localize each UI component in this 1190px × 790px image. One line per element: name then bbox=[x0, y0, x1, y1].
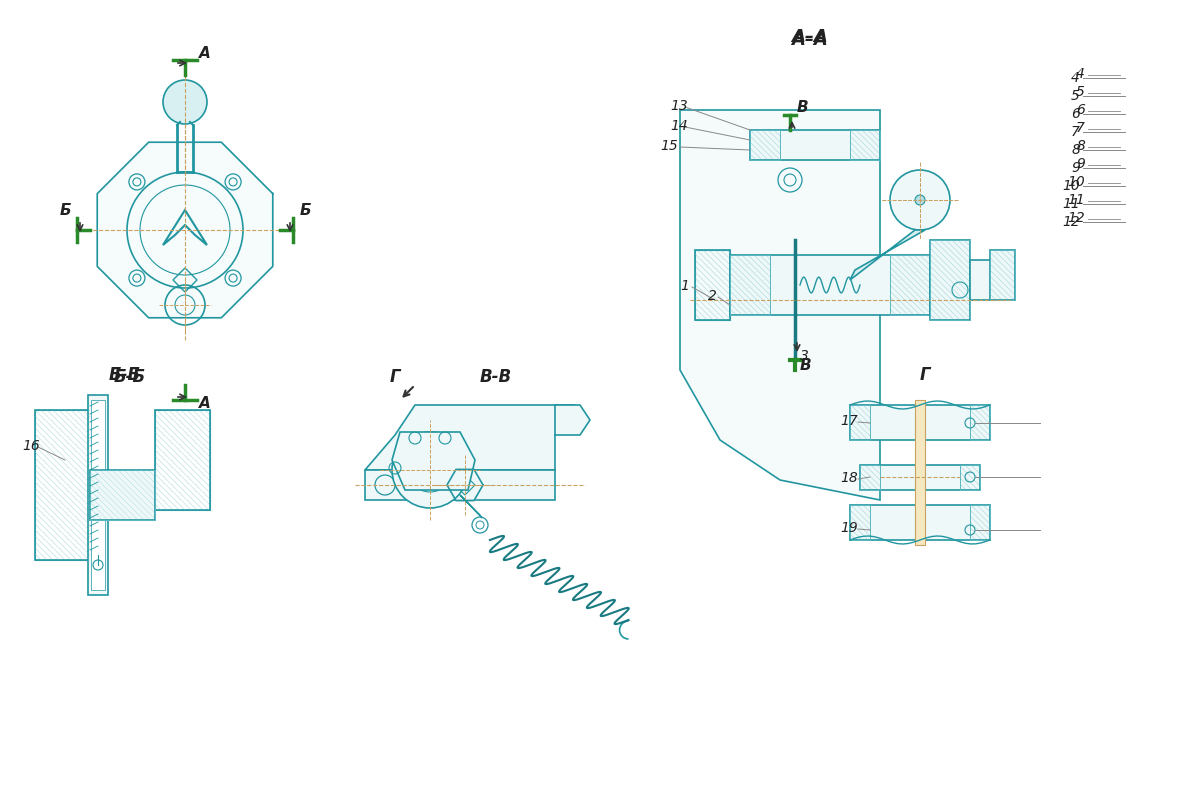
Bar bbox=[90, 470, 155, 520]
Text: Б-Б: Б-Б bbox=[114, 368, 146, 386]
Text: 14: 14 bbox=[670, 119, 688, 133]
Bar bbox=[990, 250, 1015, 300]
Bar bbox=[850, 405, 990, 440]
Bar bbox=[860, 465, 879, 490]
Bar bbox=[860, 465, 981, 490]
Bar bbox=[90, 400, 105, 590]
Polygon shape bbox=[461, 495, 482, 518]
Text: 6: 6 bbox=[1076, 103, 1085, 117]
Polygon shape bbox=[850, 230, 925, 280]
Text: 15: 15 bbox=[660, 139, 678, 153]
Text: 11: 11 bbox=[1063, 197, 1081, 211]
Text: 7: 7 bbox=[1071, 125, 1081, 139]
Text: 9: 9 bbox=[1076, 157, 1085, 171]
Polygon shape bbox=[555, 405, 590, 435]
Bar bbox=[695, 250, 729, 320]
Polygon shape bbox=[447, 469, 483, 501]
Bar bbox=[915, 400, 925, 545]
Bar bbox=[960, 465, 981, 490]
Text: Б-Б: Б-Б bbox=[109, 366, 142, 384]
Bar bbox=[750, 130, 779, 160]
Bar bbox=[695, 250, 729, 320]
Bar bbox=[88, 395, 108, 595]
Text: 6: 6 bbox=[1071, 107, 1081, 121]
Bar bbox=[931, 240, 970, 320]
Bar bbox=[35, 410, 90, 560]
Bar bbox=[970, 505, 990, 540]
Bar bbox=[90, 470, 155, 520]
Polygon shape bbox=[365, 470, 555, 500]
Bar bbox=[850, 505, 870, 540]
Text: А–А: А–А bbox=[791, 31, 828, 49]
Bar bbox=[155, 410, 209, 510]
Circle shape bbox=[392, 432, 468, 508]
Bar bbox=[990, 250, 1015, 300]
Polygon shape bbox=[679, 110, 879, 500]
Bar bbox=[850, 405, 870, 440]
Bar bbox=[35, 410, 90, 560]
Bar bbox=[970, 260, 1000, 300]
Polygon shape bbox=[392, 432, 475, 490]
Text: 1: 1 bbox=[679, 279, 689, 293]
Text: 5: 5 bbox=[1076, 85, 1085, 99]
Text: 10: 10 bbox=[1067, 175, 1085, 189]
Text: Б: Б bbox=[60, 203, 71, 218]
Text: 11: 11 bbox=[1067, 193, 1085, 207]
Bar bbox=[931, 240, 970, 320]
Text: 4: 4 bbox=[1071, 71, 1081, 85]
Bar bbox=[750, 130, 879, 160]
Text: 3: 3 bbox=[800, 349, 809, 363]
Bar bbox=[850, 130, 879, 160]
Text: 16: 16 bbox=[21, 439, 39, 453]
Bar bbox=[850, 505, 990, 540]
Text: 18: 18 bbox=[840, 471, 858, 485]
Bar bbox=[155, 410, 209, 510]
Bar bbox=[970, 405, 990, 440]
Polygon shape bbox=[98, 142, 273, 318]
Text: 8: 8 bbox=[1071, 143, 1081, 157]
Text: Б: Б bbox=[300, 203, 312, 218]
Text: 13: 13 bbox=[670, 99, 688, 113]
Text: 7: 7 bbox=[1076, 121, 1085, 135]
Text: 12: 12 bbox=[1067, 211, 1085, 225]
Text: 8: 8 bbox=[1076, 139, 1085, 153]
Text: В: В bbox=[797, 100, 809, 115]
Text: В-В: В-В bbox=[480, 368, 512, 386]
Circle shape bbox=[890, 170, 950, 230]
Text: 5: 5 bbox=[1071, 89, 1081, 103]
Text: Г: Г bbox=[920, 366, 931, 384]
Text: Г: Г bbox=[390, 368, 401, 386]
Circle shape bbox=[163, 80, 207, 124]
Polygon shape bbox=[365, 405, 575, 470]
Bar bbox=[729, 255, 770, 315]
Circle shape bbox=[915, 195, 925, 205]
Text: 2: 2 bbox=[708, 289, 716, 303]
Text: 12: 12 bbox=[1063, 215, 1081, 229]
Text: А: А bbox=[199, 46, 211, 61]
Text: В: В bbox=[800, 358, 812, 373]
Bar bbox=[890, 255, 931, 315]
Text: А–А: А–А bbox=[791, 28, 828, 46]
Bar bbox=[729, 255, 931, 315]
Text: 4: 4 bbox=[1076, 67, 1085, 81]
Text: 10: 10 bbox=[1063, 179, 1081, 193]
Text: 9: 9 bbox=[1071, 161, 1081, 175]
Text: А: А bbox=[199, 396, 211, 411]
Text: 17: 17 bbox=[840, 414, 858, 428]
Text: 19: 19 bbox=[840, 521, 858, 535]
